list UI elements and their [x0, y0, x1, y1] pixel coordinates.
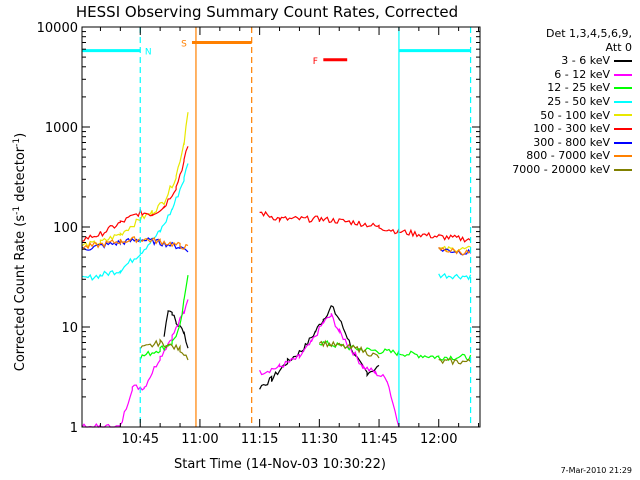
legend-swatch [614, 100, 632, 103]
x-axis-label: Start Time (14-Nov-03 10:30:22) [174, 457, 386, 472]
legend-item: 25 - 50 keV [472, 95, 632, 109]
legend-item: 6 - 12 keV [472, 68, 632, 82]
flag-label-s: S [181, 39, 187, 49]
legend-item: 7000 - 20000 keV [472, 163, 632, 177]
flag-label-f: F [313, 57, 318, 67]
y-tick-label: 10 [61, 321, 78, 336]
chart-title: HESSI Observing Summary Count Rates, Cor… [76, 3, 458, 21]
legend-item: 12 - 25 keV [472, 81, 632, 95]
y-tick-label: 10000 [37, 21, 78, 36]
flag-label-n: N [145, 48, 152, 58]
flag-bars: N S F [82, 39, 471, 67]
legend-label: 800 - 7000 keV [526, 149, 610, 163]
legend-label: 6 - 12 keV [554, 67, 610, 81]
x-tick-label: 11:45 [360, 432, 397, 447]
legend-label: 50 - 100 keV [540, 108, 610, 122]
timestamp: 7-Mar-2010 21:29 [560, 466, 632, 475]
x-tick-label: 11:00 [181, 432, 218, 447]
legend-item: 50 - 100 keV [472, 109, 632, 123]
plot-frame [81, 26, 481, 428]
series-line-1 [81, 299, 400, 428]
axes: 10:45 11:00 11:15 11:30 11:45 12:00 1 10 100 1000… [37, 21, 480, 447]
legend-swatch [614, 155, 632, 158]
legend-label: 7000 - 20000 keV [512, 162, 610, 176]
x-tick-label: 10:45 [122, 432, 159, 447]
legend-swatch [614, 141, 632, 144]
series-group [81, 112, 472, 428]
legend-swatch [614, 87, 632, 90]
x-tick-label: 11:30 [301, 432, 338, 447]
legend: Det 1,3,4,5,6,9, Att 0 3 - 6 keV 6 - 12 … [472, 27, 632, 177]
legend-swatch [614, 59, 632, 62]
x-tick-label: 12:00 [420, 432, 457, 447]
legend-label: 3 - 6 keV [561, 54, 610, 68]
legend-swatch [614, 114, 632, 117]
x-tick-label: 11:15 [241, 432, 278, 447]
y-tick-label: 1 [70, 421, 78, 436]
legend-item: 800 - 7000 keV [472, 149, 632, 163]
series-line-3 [81, 163, 472, 281]
legend-label: 100 - 300 keV [533, 122, 610, 136]
legend-item: 100 - 300 keV [472, 122, 632, 136]
y-tick-label: 1000 [45, 121, 78, 136]
legend-swatch [614, 73, 632, 76]
legend-item: 300 - 800 keV [472, 136, 632, 150]
legend-title-line1: Det 1,3,4,5,6,9, [545, 27, 632, 40]
legend-swatch [614, 127, 632, 130]
series-line-7 [81, 236, 472, 256]
legend-label: 300 - 800 keV [533, 135, 610, 149]
legend-title-line2: Att 0 [605, 40, 632, 54]
flag-vlines [139, 27, 472, 427]
y-axis-label: Corrected Count Rate (s-1 detector-1) [12, 133, 28, 371]
legend-item: 3 - 6 keV [472, 54, 632, 68]
series-line-0 [163, 305, 380, 390]
legend-label: 12 - 25 keV [547, 81, 610, 95]
legend-label: 25 - 50 keV [547, 94, 610, 108]
series-line-8 [139, 338, 472, 366]
series-line-5 [81, 146, 471, 243]
y-tick-label: 100 [53, 221, 78, 236]
legend-swatch [614, 168, 632, 171]
